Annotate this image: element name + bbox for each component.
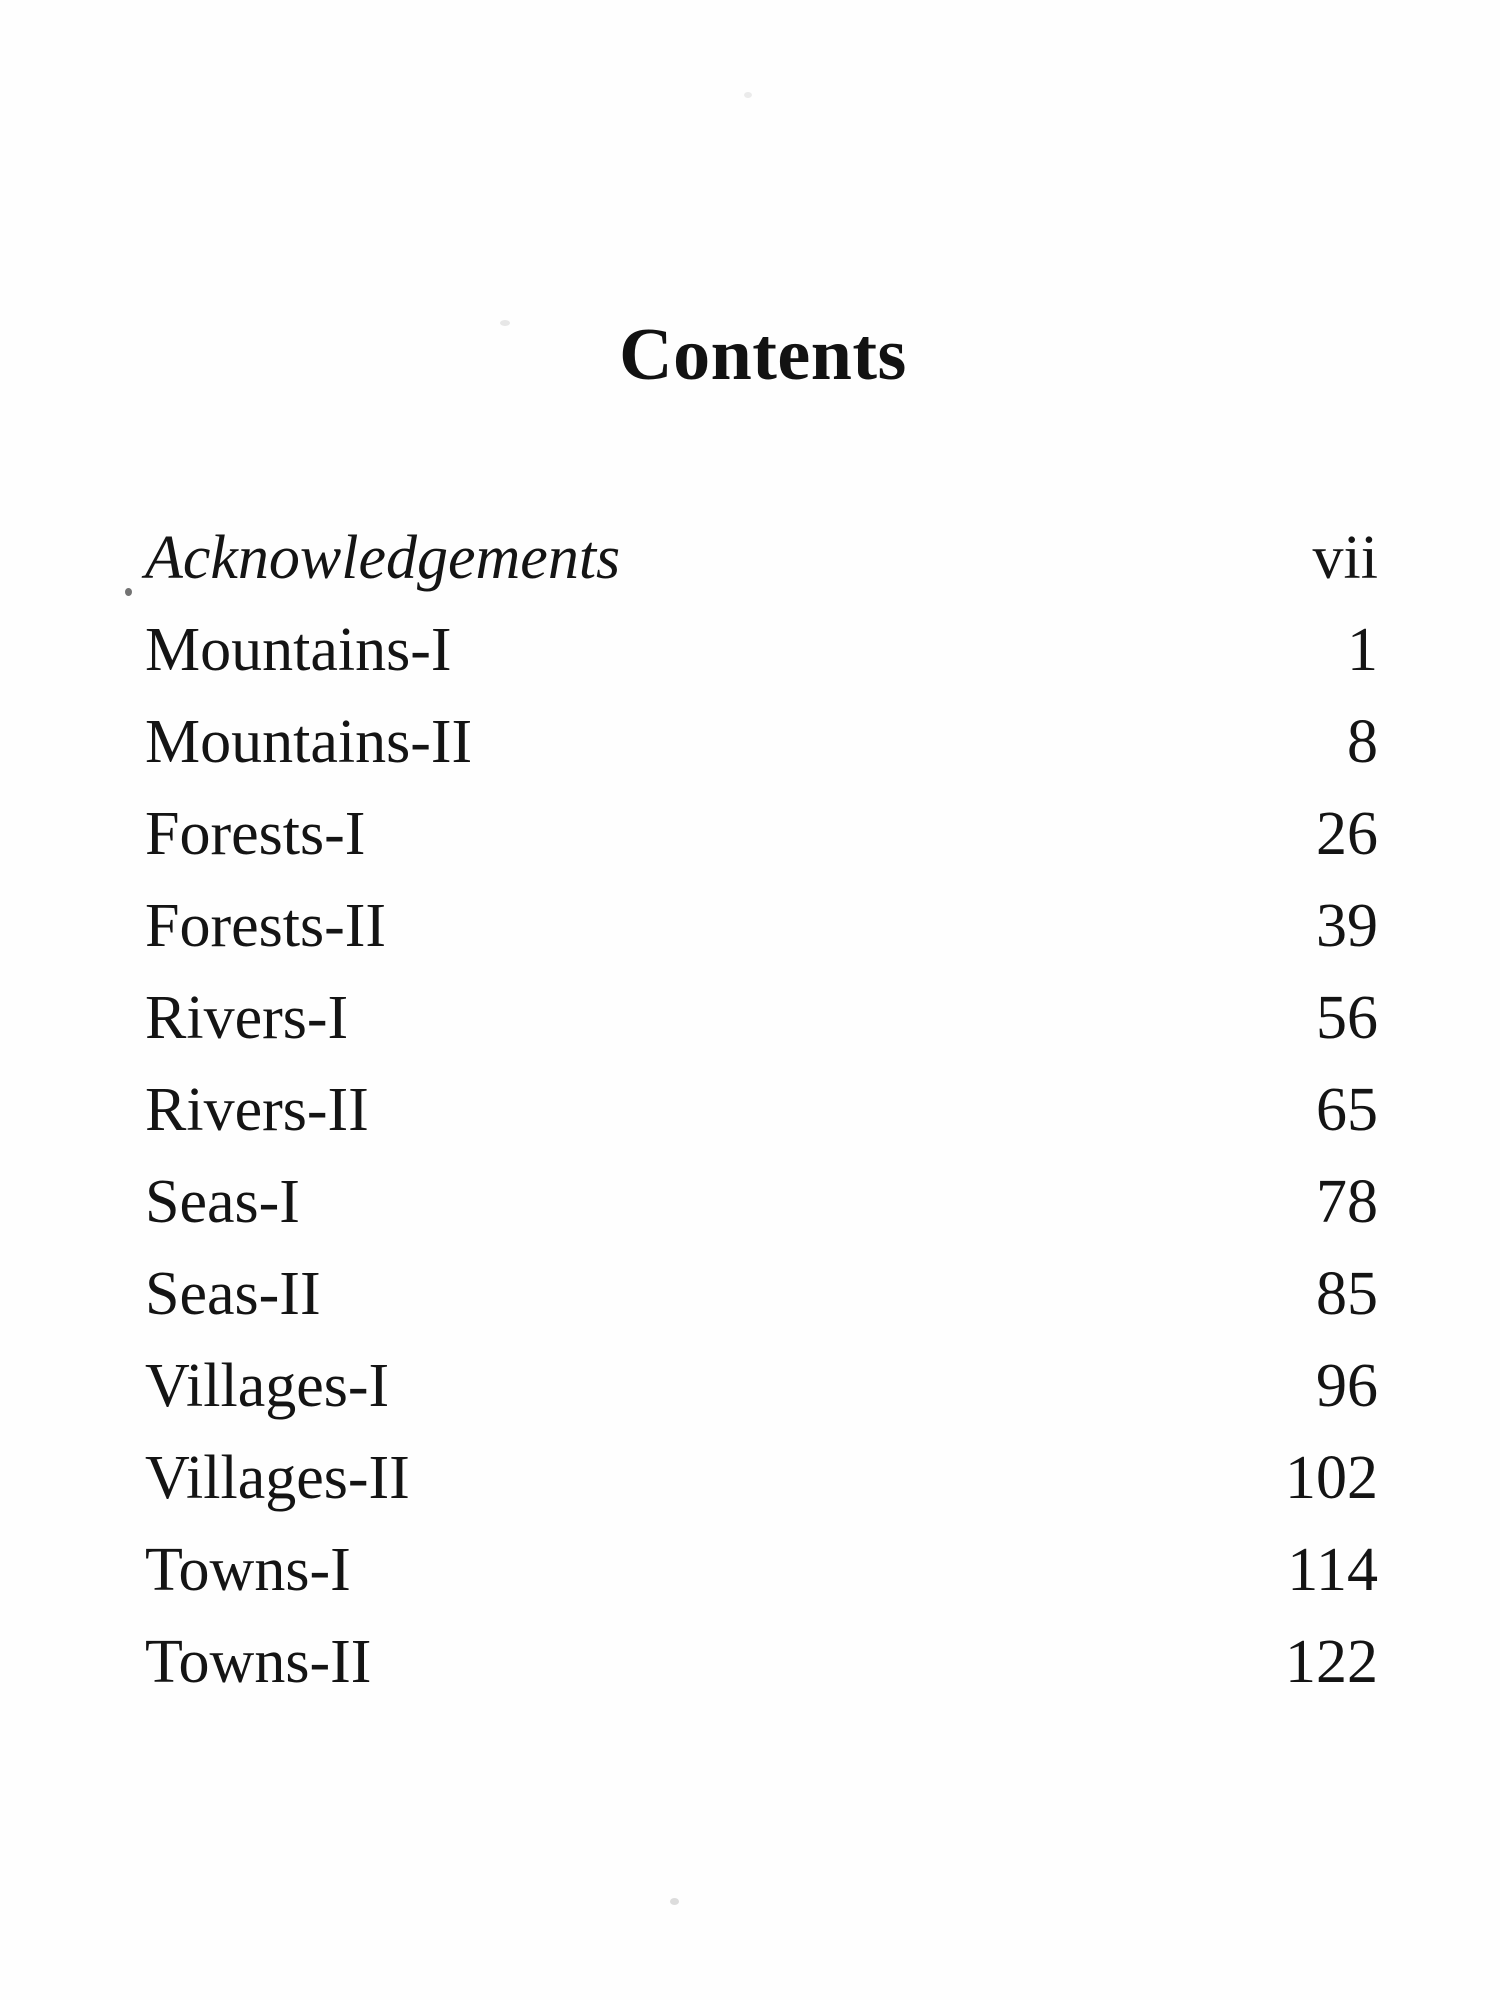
toc-entry-page-number: 65	[1316, 1076, 1378, 1144]
toc-entry: Villages-I 96	[145, 1340, 1378, 1432]
toc-entry-page-number: 78	[1316, 1168, 1378, 1236]
toc-entry-page-number: 96	[1316, 1352, 1378, 1420]
toc-entry-label: Forests-I	[145, 800, 366, 868]
toc-entry-page-number: 85	[1316, 1260, 1378, 1328]
toc-entry: Forests-I 26	[145, 788, 1378, 880]
toc-entry: Seas-I 78	[145, 1156, 1378, 1248]
scan-speck	[500, 320, 510, 326]
toc-entry: Acknowledgements vii	[145, 512, 1378, 604]
toc-entry: Rivers-I 56	[145, 972, 1378, 1064]
toc-entry-label: Rivers-I	[145, 984, 349, 1052]
toc-entry-page-number: 26	[1316, 800, 1378, 868]
toc-entry-label: Mountains-II	[145, 708, 473, 776]
toc-entry-page-number: 56	[1316, 984, 1378, 1052]
toc-entry-label: Villages-II	[145, 1444, 410, 1512]
toc-entry: Mountains-I 1	[145, 604, 1378, 696]
toc-entry: Villages-II 102	[145, 1432, 1378, 1524]
toc-entry-label: Seas-I	[145, 1168, 300, 1236]
toc-entry-page-number: 122	[1285, 1628, 1378, 1696]
scan-speck	[125, 588, 132, 596]
toc-entry-page-number: 114	[1287, 1536, 1378, 1604]
toc-entry: Seas-II 85	[145, 1248, 1378, 1340]
toc-entry: Forests-II 39	[145, 880, 1378, 972]
toc-entry-label: Acknowledgements	[145, 524, 621, 592]
toc-entry-label: Seas-II	[145, 1260, 321, 1328]
scan-speck	[744, 92, 752, 98]
toc-entry-label: Rivers-II	[145, 1076, 369, 1144]
scan-speck	[670, 1898, 679, 1905]
toc-entry-label: Forests-II	[145, 892, 387, 960]
toc-entry: Mountains-II 8	[145, 696, 1378, 788]
toc-entry-page-number: 102	[1285, 1444, 1378, 1512]
toc-list: Acknowledgements vii Mountains-I 1 Mountains…	[145, 512, 1378, 1708]
toc-entry-label: Villages-I	[145, 1352, 390, 1420]
toc-entry-page-number: 8	[1347, 708, 1378, 776]
toc-entry: Towns-I 114	[145, 1524, 1378, 1616]
toc-entry-label: Mountains-I	[145, 616, 452, 684]
page-title: Contents	[619, 314, 907, 396]
toc-entry-page-number: 1	[1347, 616, 1378, 684]
toc-entry-label: Towns-I	[145, 1536, 351, 1604]
toc-entry: Rivers-II 65	[145, 1064, 1378, 1156]
toc-entry-page-number: vii	[1312, 524, 1378, 592]
toc-entry: Towns-II 122	[145, 1616, 1378, 1708]
toc-entry-page-number: 39	[1316, 892, 1378, 960]
toc-entry-label: Towns-II	[145, 1628, 372, 1696]
